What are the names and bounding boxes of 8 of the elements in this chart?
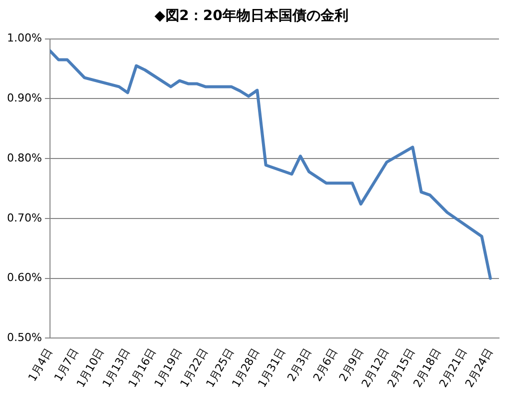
x-tick-label: 1月4日 — [26, 346, 56, 384]
y-tick-label: 1.00% — [6, 32, 42, 45]
y-tick-label: 0.90% — [6, 92, 42, 105]
y-tick-label: 0.80% — [6, 151, 42, 164]
y-tick-label: 0.70% — [6, 211, 42, 224]
chart-title: ◆図2：20年物日本国債の金利 — [154, 8, 348, 24]
y-tick-label: 0.60% — [6, 271, 42, 284]
y-tick-label: 0.50% — [6, 331, 42, 344]
